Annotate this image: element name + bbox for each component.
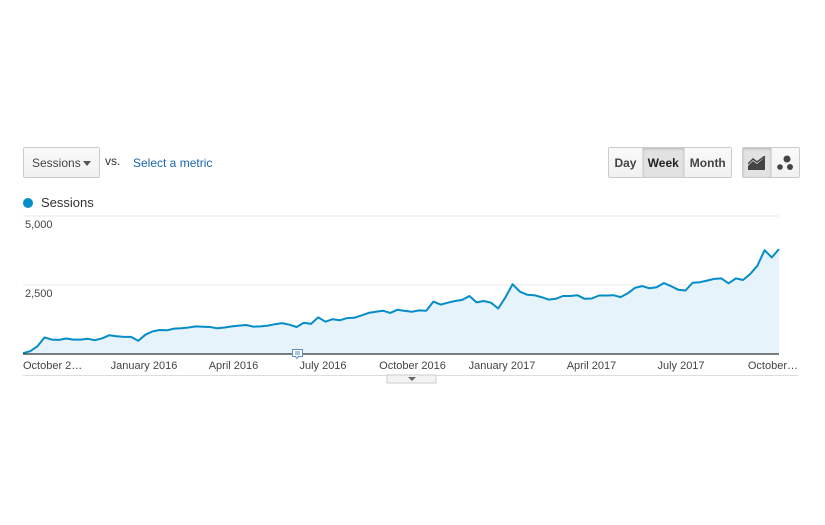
- chart-view-toggle: [742, 147, 800, 178]
- metric-select[interactable]: Sessions: [23, 147, 100, 178]
- select-metric-link[interactable]: Select a metric: [133, 156, 213, 170]
- motion-chart-icon: [777, 155, 794, 170]
- y-tick-label: 2,500: [25, 288, 53, 300]
- x-tick-label: October 2016: [379, 360, 446, 372]
- period-toggle: Day Week Month: [608, 147, 732, 178]
- week-button[interactable]: Week: [642, 148, 685, 177]
- chevron-down-icon: [408, 377, 416, 381]
- day-button[interactable]: Day: [609, 148, 643, 177]
- metric-select-label: Sessions: [32, 155, 81, 170]
- x-tick-label: April 2017: [567, 360, 617, 372]
- vs-label: vs.: [105, 154, 121, 168]
- x-tick-label: July 2017: [657, 360, 704, 372]
- month-button[interactable]: Month: [684, 148, 731, 177]
- y-tick-label: 5,000: [25, 219, 53, 231]
- legend-dot-icon: [23, 197, 33, 208]
- x-tick-label: July 2016: [299, 360, 346, 372]
- annotation-icon[interactable]: [292, 349, 303, 360]
- chevron-down-icon: [83, 161, 91, 166]
- legend-label: Sessions: [41, 195, 94, 210]
- line-chart-button[interactable]: [743, 148, 772, 177]
- x-tick-label: October…: [748, 360, 798, 372]
- x-tick-label: October 2…: [23, 360, 82, 372]
- chart-legend: Sessions: [23, 195, 94, 210]
- line-chart-icon: [747, 155, 766, 170]
- series-area: [23, 249, 779, 354]
- x-tick-label: January 2017: [469, 360, 536, 372]
- x-tick-label: April 2016: [209, 360, 259, 372]
- x-tick-label: January 2016: [111, 360, 178, 372]
- motion-chart-button[interactable]: [771, 148, 799, 177]
- series-line: [22, 248, 780, 355]
